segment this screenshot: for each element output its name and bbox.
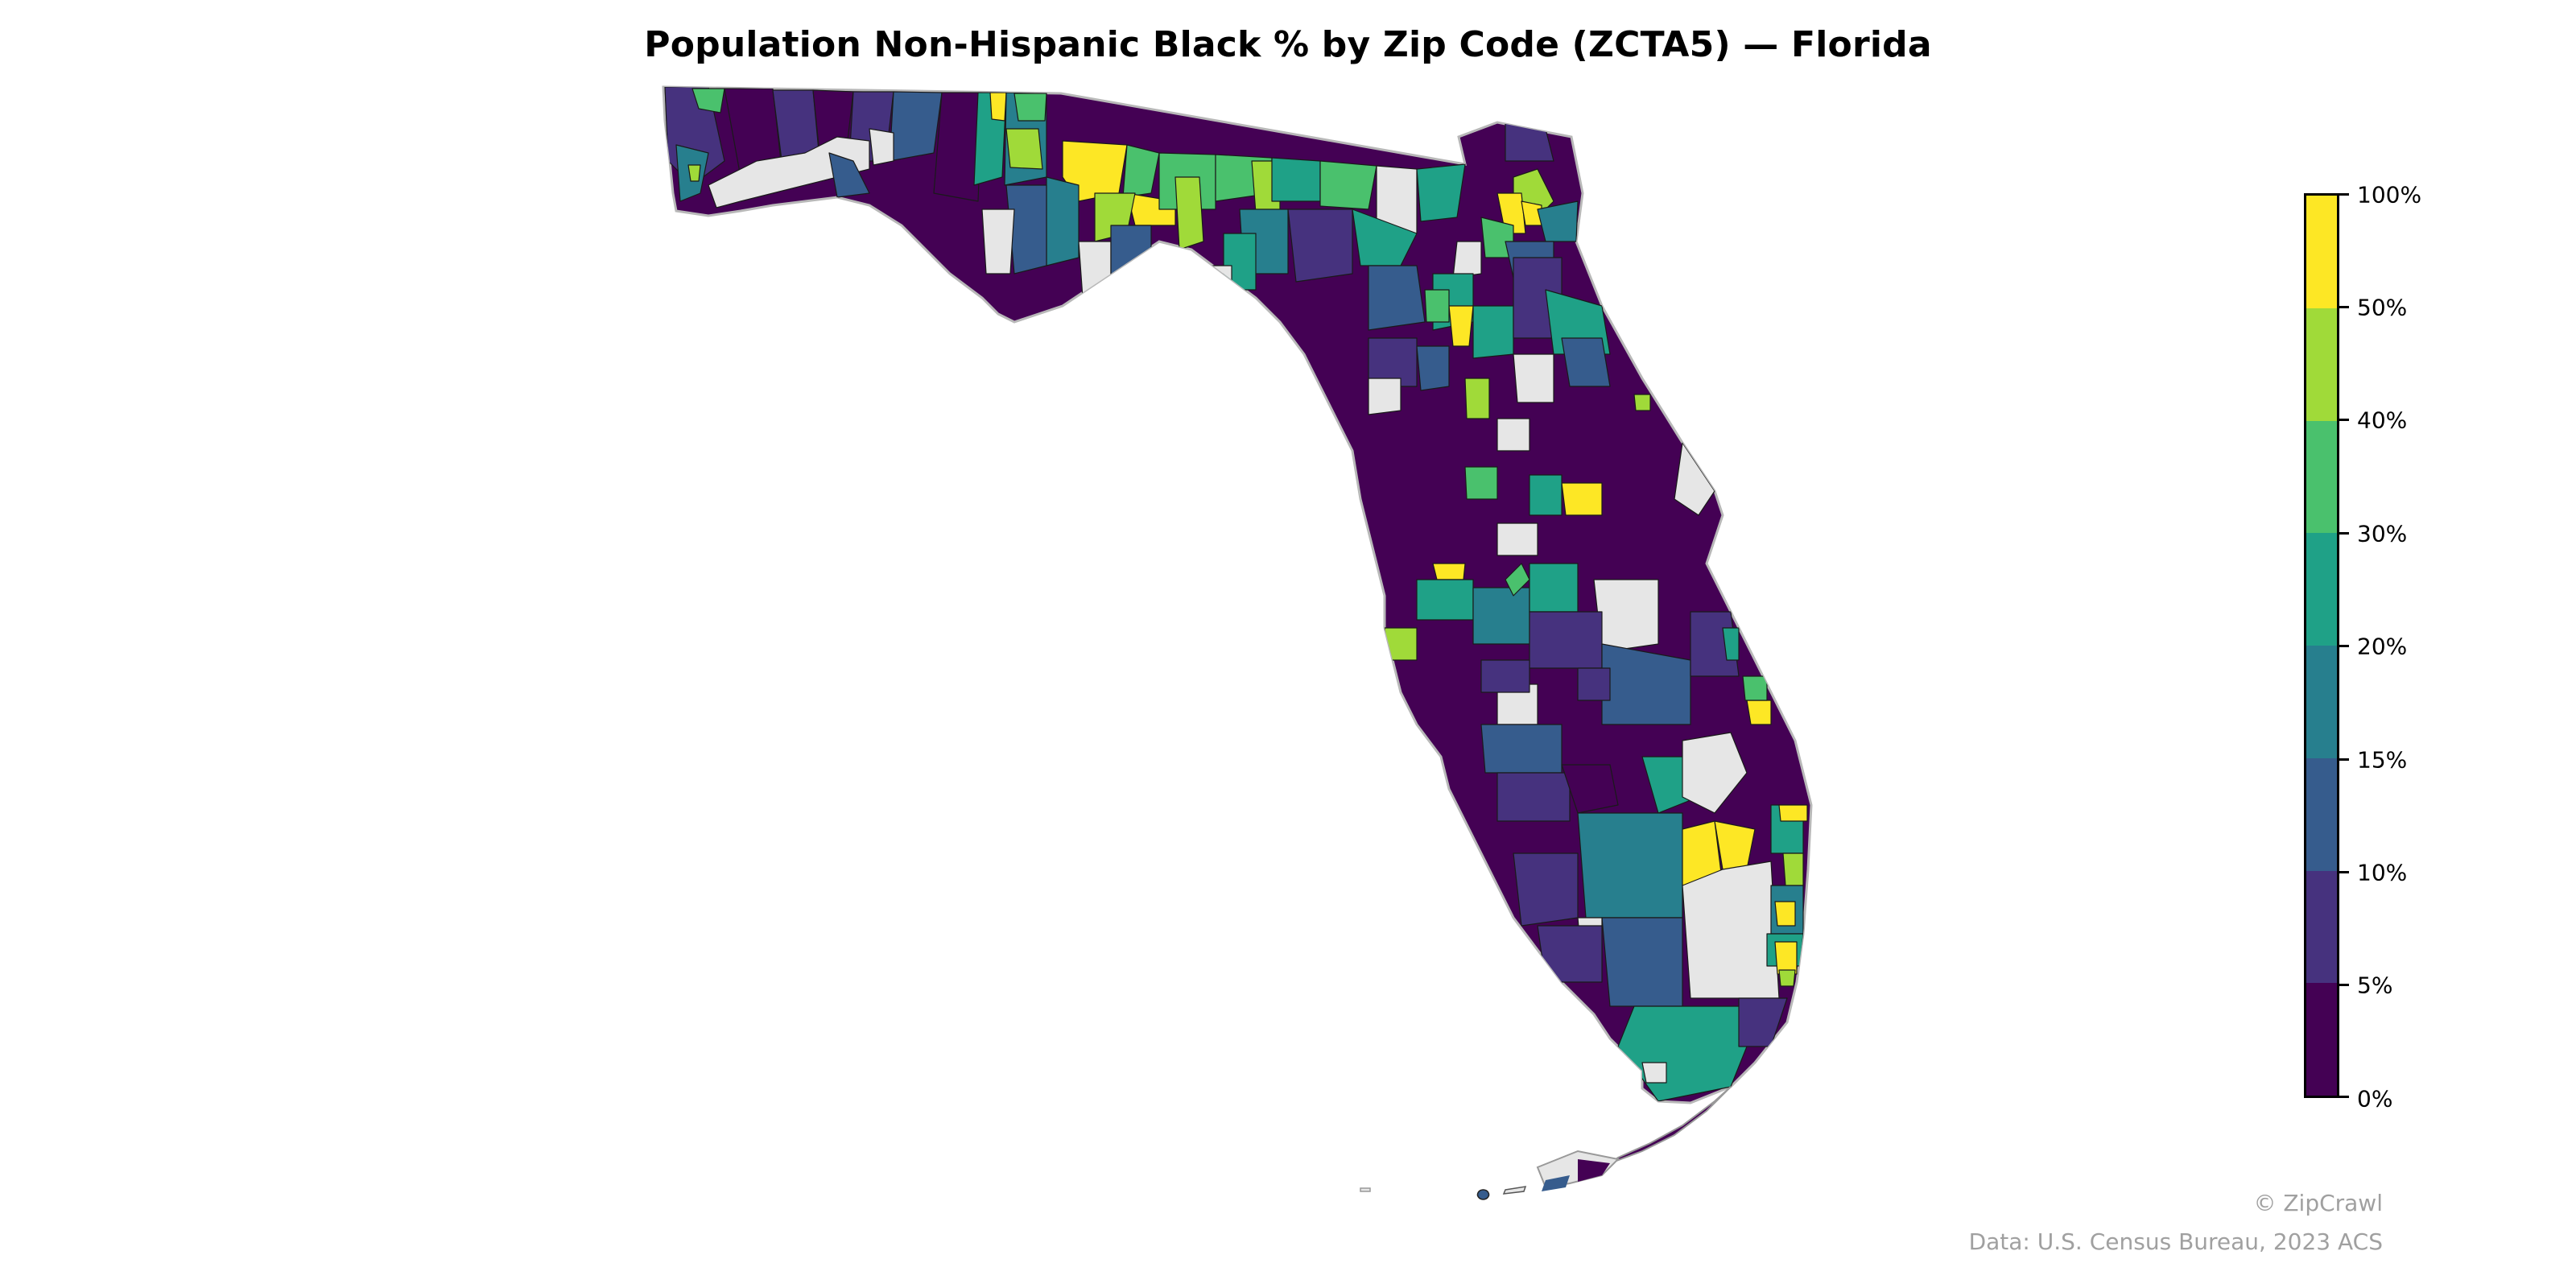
colorbar-bin-50-100 bbox=[2306, 196, 2337, 308]
data-source-text: Data: U.S. Census Bureau, 2023 ACS bbox=[1968, 1228, 2383, 1255]
colorbar-bin-30-40 bbox=[2306, 420, 2337, 534]
colorbar-tick bbox=[2339, 1096, 2349, 1098]
copyright-text: © ZipCrawl bbox=[2253, 1190, 2383, 1216]
map-title: Population Non-Hispanic Black % by Zip C… bbox=[644, 24, 1932, 65]
colorbar-label: 15% bbox=[2357, 746, 2408, 774]
colorbar-tick bbox=[2339, 645, 2349, 647]
colorbar-bin-15-20 bbox=[2306, 646, 2337, 758]
colorbar-label: 30% bbox=[2357, 520, 2408, 547]
colorbar bbox=[2304, 193, 2339, 1098]
colorbar-bin-20-30 bbox=[2306, 533, 2337, 646]
colorbar-label: 10% bbox=[2357, 859, 2408, 886]
colorbar-bin-5-10 bbox=[2306, 870, 2337, 984]
colorbar-tick bbox=[2339, 532, 2349, 535]
florida-keys bbox=[1360, 1086, 1732, 1200]
colorbar-tick bbox=[2339, 193, 2349, 196]
colorbar-bin-0-5 bbox=[2306, 983, 2337, 1096]
colorbar-bin-40-50 bbox=[2306, 308, 2337, 421]
colorbar-label: 100% bbox=[2357, 181, 2422, 208]
colorbar-tick bbox=[2339, 306, 2349, 308]
colorbar-tick bbox=[2339, 758, 2349, 761]
state-outline bbox=[662, 85, 1813, 1104]
zip-regions bbox=[664, 87, 1808, 1102]
colorbar-bin-10-15 bbox=[2306, 758, 2337, 871]
colorbar-tick bbox=[2339, 984, 2349, 986]
colorbar-label: 5% bbox=[2357, 972, 2393, 999]
colorbar-label: 50% bbox=[2357, 294, 2408, 321]
colorbar-label: 20% bbox=[2357, 633, 2408, 660]
colorbar-label: 40% bbox=[2357, 407, 2408, 434]
colorbar-tick bbox=[2339, 871, 2349, 873]
colorbar-label: 0% bbox=[2357, 1085, 2393, 1113]
colorbar-tick bbox=[2339, 419, 2349, 421]
